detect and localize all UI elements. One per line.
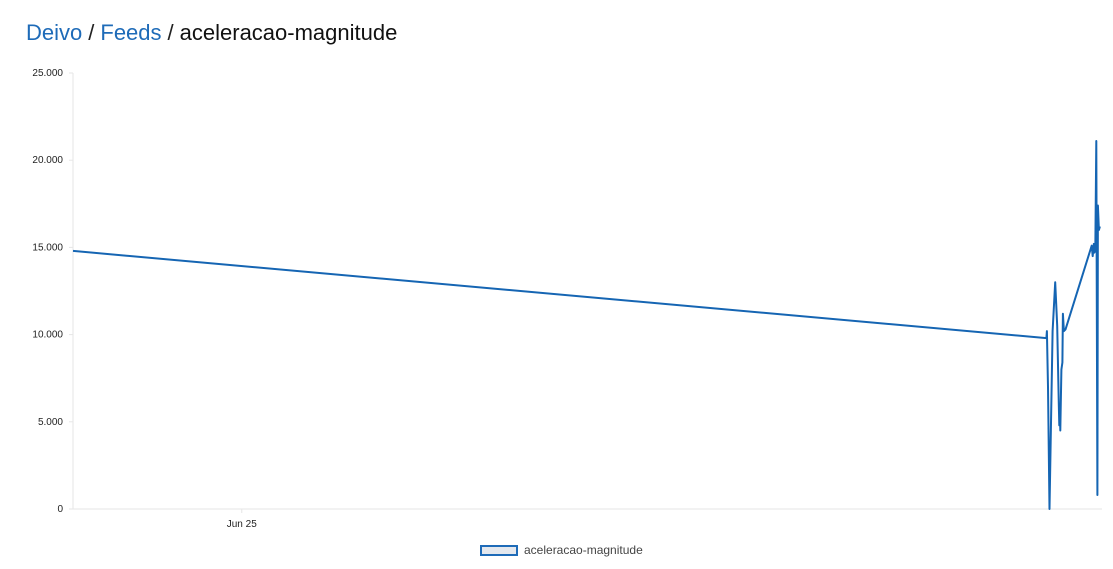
y-tick-label: 15.000 xyxy=(32,242,63,253)
chart-axes: 0 5.000 10.000 15.000 20.000 25.000 Jun 25 xyxy=(32,68,1102,530)
breadcrumb-feeds-link[interactable]: Feeds xyxy=(100,20,162,45)
series-layer xyxy=(72,140,1101,510)
x-tick-label: Jun 25 xyxy=(227,519,257,530)
y-tick-label: 0 xyxy=(57,504,63,515)
chart-legend: aceleracao-magnitude xyxy=(480,543,643,557)
breadcrumb: Deivo / Feeds / aceleracao-magnitude xyxy=(26,19,397,47)
y-tick-label: 20.000 xyxy=(32,155,63,166)
page-title: aceleracao-magnitude xyxy=(179,20,398,45)
series-line xyxy=(72,140,1101,510)
y-tick-label: 10.000 xyxy=(32,330,63,341)
y-tick-label: 5.000 xyxy=(38,417,63,428)
breadcrumb-owner-link[interactable]: Deivo xyxy=(26,20,83,45)
y-tick-label: 25.000 xyxy=(32,68,63,79)
breadcrumb-separator: / xyxy=(88,20,95,45)
legend-swatch[interactable] xyxy=(480,544,518,556)
legend-label: aceleracao-magnitude xyxy=(524,543,643,557)
breadcrumb-separator: / xyxy=(167,20,174,45)
